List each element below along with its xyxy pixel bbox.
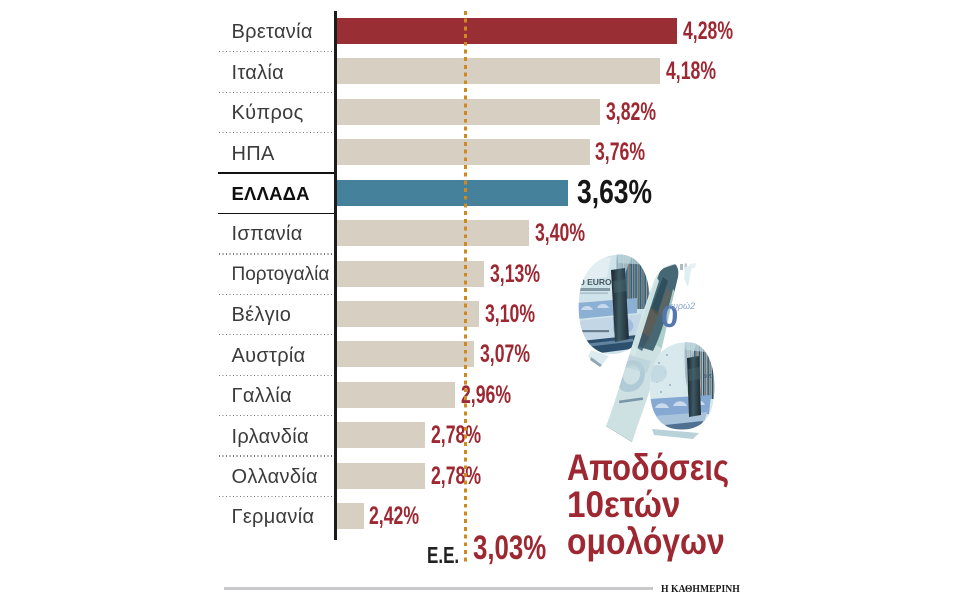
svg-text:ευρώ2: ευρώ2 — [669, 301, 695, 311]
svg-text:920: 920 — [704, 374, 713, 380]
svg-text:0: 0 — [660, 299, 679, 335]
svg-text:0 EURΟ: 0 EURΟ — [580, 277, 612, 287]
